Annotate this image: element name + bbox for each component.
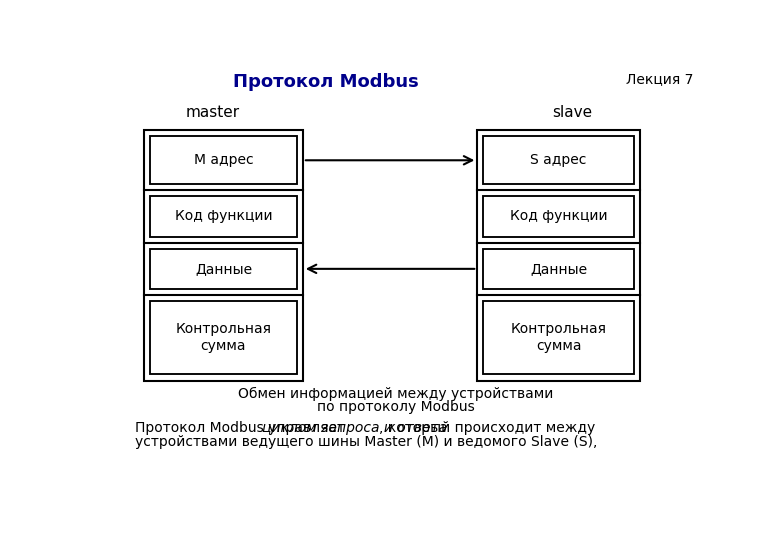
Polygon shape <box>477 130 640 381</box>
Polygon shape <box>484 301 634 374</box>
Text: циклом запроса и ответа: циклом запроса и ответа <box>262 421 447 435</box>
Polygon shape <box>484 249 634 289</box>
Text: S адрес: S адрес <box>530 153 587 167</box>
Text: Обмен информацией между устройствами: Обмен информацией между устройствами <box>238 387 554 401</box>
Text: Протокол Modbus: Протокол Modbus <box>233 73 419 91</box>
Text: Код функции: Код функции <box>175 210 272 224</box>
Text: Лекция 7: Лекция 7 <box>626 72 693 86</box>
Polygon shape <box>151 137 296 184</box>
Polygon shape <box>484 197 634 237</box>
Text: master: master <box>185 105 239 120</box>
Text: Контрольная
сумма: Контрольная сумма <box>511 322 607 353</box>
Polygon shape <box>144 130 303 381</box>
Text: Данные: Данные <box>530 262 587 276</box>
Polygon shape <box>484 137 634 184</box>
Text: Контрольная
сумма: Контрольная сумма <box>176 322 271 353</box>
Text: Протокол Modbus управляет: Протокол Modbus управляет <box>135 421 349 435</box>
Text: slave: slave <box>551 105 592 120</box>
Text: устройствами ведущего шины Master (М) и ведомого Slave (S),: устройствами ведущего шины Master (М) и … <box>135 435 597 449</box>
Text: по протоколу Modbus: по протоколу Modbus <box>317 401 475 415</box>
Text: Данные: Данные <box>195 262 252 276</box>
Text: , который происходит между: , который происходит между <box>379 421 595 435</box>
Text: М адрес: М адрес <box>193 153 254 167</box>
Polygon shape <box>151 301 296 374</box>
Polygon shape <box>151 249 296 289</box>
Polygon shape <box>151 197 296 237</box>
Text: Код функции: Код функции <box>510 210 608 224</box>
